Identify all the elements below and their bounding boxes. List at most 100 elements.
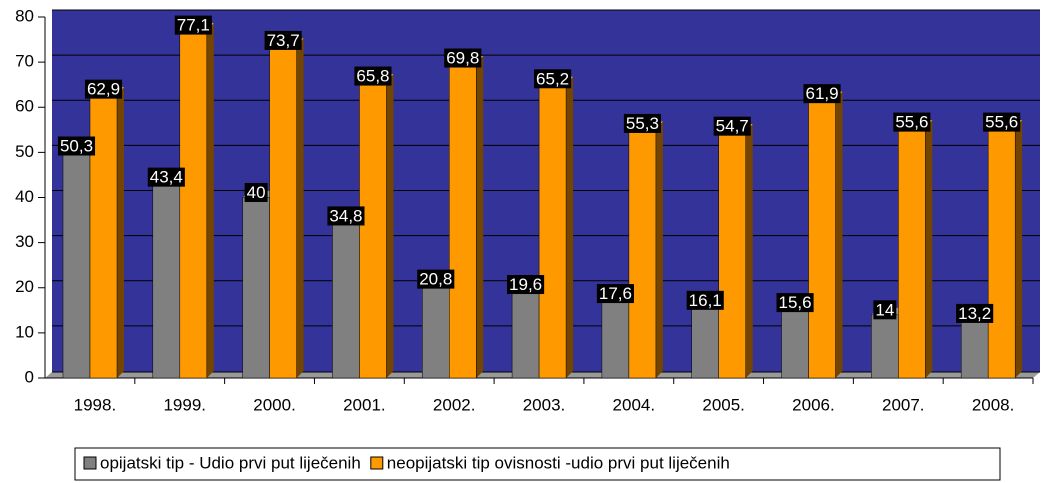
data-label: 69,8 [446,49,479,68]
bar [62,150,91,379]
legend-box [74,447,1001,481]
data-label-bg [417,269,455,289]
y-tick-label: 0 [25,367,34,386]
bar [987,126,1016,379]
data-label-bg [893,112,931,132]
data-label: 65,2 [536,69,569,88]
bar-side [1015,120,1023,378]
bar-side [386,74,394,378]
bar-side [925,120,933,378]
bar-side [745,124,753,378]
data-label-bg [174,15,212,35]
bar [960,318,989,379]
y-tick-label: 10 [15,322,34,341]
data-label: 17,6 [599,284,632,303]
y-tick-label: 70 [15,52,34,71]
bar-side [835,91,843,379]
data-label-bg [803,84,841,104]
bar [601,298,630,379]
data-label: 54,7 [716,117,749,136]
data-label-bg [354,66,392,86]
data-label: 77,1 [177,16,210,35]
data-label: 62,9 [87,80,120,99]
bar [628,128,657,379]
data-label: 55,3 [626,114,659,133]
y-tick-label: 50 [15,142,34,161]
bar [359,80,387,379]
data-label-bg [713,116,751,136]
y-tick-label: 60 [15,97,34,116]
y-tick-label: 40 [15,187,34,206]
bar [781,307,809,379]
data-label: 65,8 [356,67,389,86]
data-label-bg [956,303,994,323]
y-tick-label: 80 [15,6,34,25]
data-label-bg [264,30,302,50]
y-tick-label: 20 [15,277,34,296]
y-tick-label: 30 [15,232,34,251]
data-label-bg [686,290,724,310]
bar-side [117,87,124,378]
legend-swatch [370,456,384,470]
x-tick-label: 2004. [613,395,656,414]
bar [718,130,746,379]
data-label: 55,6 [985,113,1018,132]
x-tick-label: 1998. [74,395,117,414]
bar [332,220,360,379]
data-label-bg [534,69,572,89]
bar-side [206,23,214,379]
data-label: 20,8 [419,270,452,289]
bar [179,29,208,379]
x-tick-label: 2006. [792,395,835,414]
data-label: 50,3 [60,137,93,156]
data-label: 15,6 [778,293,811,312]
data-label-bg [444,48,482,68]
x-tick-label: 2003. [523,395,566,414]
x-tick-label: 2002. [433,395,476,414]
data-label-bg [147,167,185,187]
bar [449,62,477,379]
data-label-bg [57,136,96,156]
data-label: 61,9 [805,84,838,103]
data-label-bg [873,300,897,320]
bar [808,98,836,379]
data-label: 34,8 [329,206,362,225]
data-label-bg [327,206,365,226]
bar-side [296,38,304,379]
x-tick-label: 2001. [343,395,386,414]
data-label: 43,4 [150,168,183,187]
legend-label: opijatski tip - Udio prvi put liječenih [100,453,361,472]
bar [871,314,899,379]
data-label: 73,7 [267,31,300,50]
data-label-bg [983,112,1021,132]
legend-label: neopijatski tip ovisnosti -udio prvi put… [387,453,730,472]
bar [422,283,450,379]
data-label: 55,6 [895,113,928,132]
legend-swatch [83,456,97,470]
x-tick-label: 2007. [882,395,925,414]
x-tick-label: 2005. [702,395,745,414]
bar [152,181,181,379]
bar [691,305,719,379]
data-label-bg [623,113,661,133]
bar [898,126,926,379]
x-tick-label: 2000. [253,395,296,414]
bar [538,83,567,379]
bar-side [655,121,663,379]
data-label-bg [596,284,634,304]
data-label: 14 [875,300,894,319]
bar [511,289,540,379]
bar [269,45,297,379]
bar [242,197,270,379]
data-label: 13,2 [958,304,991,323]
bar-side [476,56,484,379]
data-label-bg [84,79,123,99]
data-label-bg [244,182,268,202]
data-label: 40 [247,183,266,202]
x-tick-label: 2008. [972,395,1015,414]
x-tick-label: 1999. [163,395,206,414]
data-label-bg [776,293,814,313]
bar-side [566,76,574,378]
data-label: 19,6 [509,275,542,294]
